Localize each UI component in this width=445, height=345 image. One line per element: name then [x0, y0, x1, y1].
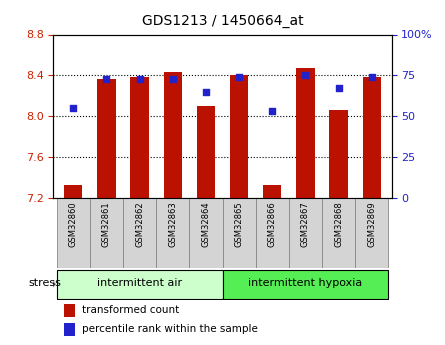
- Point: [302, 72, 309, 78]
- Bar: [296, 68, 315, 198]
- Bar: [90, 198, 123, 268]
- Point: [103, 76, 110, 81]
- Bar: [97, 79, 116, 198]
- Text: intermittent hypoxia: intermittent hypoxia: [248, 278, 363, 288]
- Bar: [57, 198, 90, 268]
- Point: [269, 109, 276, 114]
- Text: GSM32864: GSM32864: [202, 201, 210, 247]
- Point: [136, 76, 143, 81]
- Text: stress: stress: [28, 278, 61, 288]
- Point: [169, 76, 176, 81]
- Bar: [130, 77, 149, 198]
- Bar: [363, 77, 381, 198]
- Text: GDS1213 / 1450664_at: GDS1213 / 1450664_at: [142, 14, 303, 28]
- Polygon shape: [49, 276, 55, 292]
- Bar: [289, 198, 322, 268]
- Bar: [123, 198, 156, 268]
- Text: GSM32869: GSM32869: [367, 201, 376, 247]
- Point: [335, 86, 342, 91]
- Text: intermittent air: intermittent air: [97, 278, 182, 288]
- Bar: [322, 198, 355, 268]
- Bar: [263, 185, 281, 198]
- Point: [202, 89, 210, 95]
- Text: GSM32865: GSM32865: [235, 201, 243, 247]
- Bar: [222, 198, 256, 268]
- Text: GSM32867: GSM32867: [301, 201, 310, 247]
- Bar: [64, 323, 75, 336]
- Text: GSM32861: GSM32861: [102, 201, 111, 247]
- Point: [368, 74, 375, 80]
- Bar: [355, 198, 388, 268]
- Bar: [222, 270, 388, 298]
- Bar: [189, 198, 222, 268]
- Bar: [64, 304, 75, 317]
- Text: GSM32866: GSM32866: [268, 201, 277, 247]
- Point: [70, 105, 77, 111]
- Point: [235, 74, 243, 80]
- Bar: [156, 198, 189, 268]
- Text: transformed count: transformed count: [82, 305, 179, 315]
- Bar: [64, 185, 82, 198]
- Text: percentile rank within the sample: percentile rank within the sample: [82, 324, 258, 334]
- Bar: [57, 270, 222, 298]
- Bar: [256, 198, 289, 268]
- Text: GSM32863: GSM32863: [168, 201, 177, 247]
- Bar: [329, 110, 348, 198]
- Bar: [197, 106, 215, 198]
- Bar: [164, 72, 182, 198]
- Text: GSM32860: GSM32860: [69, 201, 78, 247]
- Text: GSM32868: GSM32868: [334, 201, 343, 247]
- Bar: [230, 75, 248, 198]
- Text: GSM32862: GSM32862: [135, 201, 144, 247]
